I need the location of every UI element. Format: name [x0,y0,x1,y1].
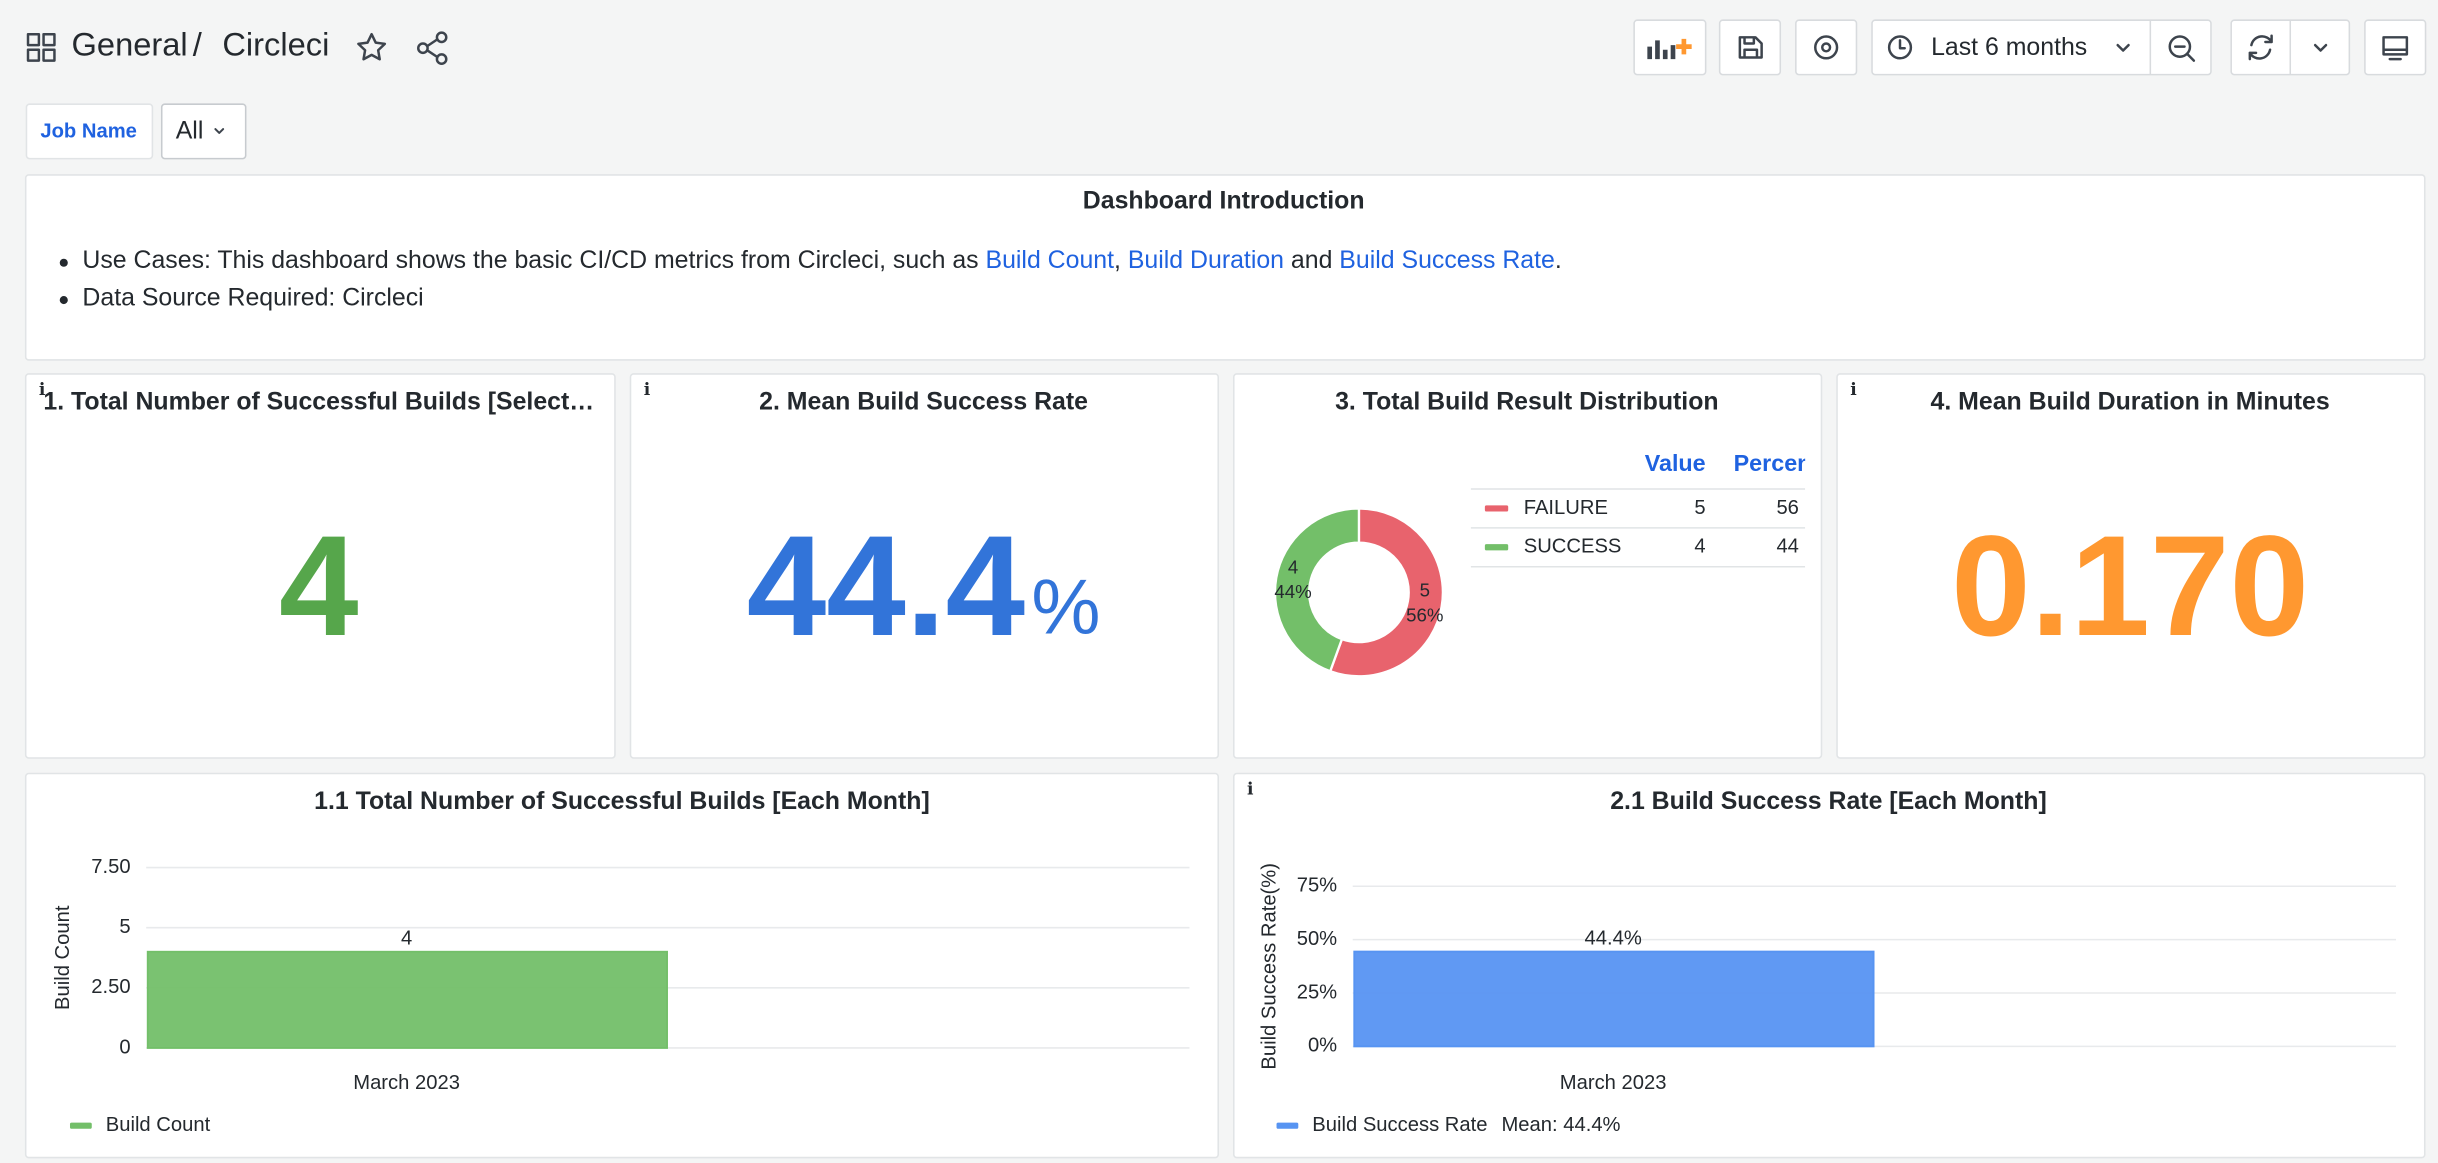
intro-text: , [1114,246,1128,274]
legend-swatch [1484,544,1509,551]
bar [1353,950,1875,1048]
bullet [59,258,68,267]
legend-percent: 56 [1776,497,1798,519]
slice-value: 5 [1420,579,1430,600]
legend-swatch [1484,505,1509,512]
legend-value: 5 [1694,497,1705,519]
panel-title: 2. Mean Build Success Rate [759,387,1088,415]
stat-number: 0.170 [1951,507,2309,666]
variable-label: Job Name [40,121,137,143]
slice-percent: 44% [1274,581,1311,602]
y-tick-label: 25% [1297,981,1337,1003]
column-header: Value [1645,450,1706,476]
tv-icon [2382,36,2409,61]
intro-text: . [1555,246,1562,274]
intro-link[interactable]: Build Count [986,246,1115,274]
zoom-out-icon[interactable] [2168,35,2196,62]
panel-title: 1.1 Total Number of Successful Builds [E… [314,787,930,815]
panel [24,174,2426,361]
intro-text: Data Source Required: Circleci [82,283,423,311]
legend-percent: 44 [1776,536,1798,558]
stat-value: 4 [279,507,359,666]
breadcrumb-dashboard: Circleci [222,25,329,62]
save-button[interactable] [1718,19,1782,76]
panel-title: 2.1 Build Success Rate [Each Month] [1610,787,2047,815]
value-label: 44.4% [1584,927,1641,949]
settings-button[interactable] [1795,19,1858,76]
y-tick-label: 5 [119,916,130,938]
add-panel-button[interactable] [1633,19,1707,76]
y-tick-label: 0% [1308,1035,1337,1057]
variable-label-box [25,103,154,160]
legend-name[interactable]: Build Count [106,1114,211,1136]
column-header: Percent [1734,450,1820,476]
intro-text: Use Cases: This dashboard shows the basi… [82,246,985,274]
panel-title: 4. Mean Build Duration in Minutes [1931,387,2330,415]
y-axis-label: Build Success Rate(%) [1259,863,1281,1070]
y-tick-label: 50% [1297,928,1337,950]
info-icon[interactable]: i [1247,779,1254,799]
y-tick-label: 0 [119,1036,130,1058]
save-icon [1738,36,1763,59]
refresh-icon [2248,34,2273,61]
info-icon[interactable]: i [1850,380,1857,400]
pie-slice [1328,507,1444,678]
legend-name: FAILURE [1524,497,1608,519]
stat-unit: % [1031,564,1100,650]
chevron [214,128,225,134]
y-axis-label: Build Count [52,905,74,1010]
intro-link[interactable]: Build Success Rate [1339,246,1555,274]
variable-value[interactable]: All [176,117,204,145]
tv-mode-button[interactable] [2364,19,2427,76]
intro-item: Use Cases: This dashboard shows the basi… [82,246,1561,274]
breadcrumb-folder[interactable]: General [72,25,188,62]
panel-title: 1. Total Number of Successful Builds [Se… [43,387,594,415]
pie-slice [1273,507,1361,673]
y-tick-label: 2.50 [91,976,130,998]
value-label: 4 [401,928,412,950]
time-picker[interactable] [1871,19,2212,76]
chevron[interactable] [2313,43,2328,52]
apps-icon[interactable] [26,32,56,62]
panel-title: 3. Total Build Result Distribution [1335,387,1718,415]
share-icon[interactable] [417,31,448,65]
bullet [59,296,68,305]
x-tick-label: March 2023 [1560,1072,1667,1094]
clock-icon [1887,35,1913,60]
add-panel-icon [1647,38,1692,60]
slice-percent: 56% [1406,604,1443,625]
panel-title: Dashboard Introduction [1083,187,1365,215]
settings-icon [1814,35,1839,60]
x-tick-label: March 2023 [353,1072,460,1094]
stat-number: 4 [279,507,359,666]
intro-text: and [1284,246,1339,274]
panel [24,373,616,759]
legend-value: 4 [1694,536,1705,558]
stat-value: 0.170 [1951,507,2309,666]
legend-name[interactable]: Build Success Rate [1312,1114,1487,1136]
legend-swatch [69,1122,92,1129]
star-icon[interactable] [357,32,387,61]
info-icon[interactable]: i [644,380,651,400]
legend-calc: Mean: 44.4% [1501,1114,1620,1136]
y-tick-label: 7.50 [91,856,130,878]
variable-select[interactable] [160,103,247,160]
legend-name: SUCCESS [1524,536,1622,558]
bar [146,950,668,1049]
legend-swatch [1276,1122,1299,1129]
chevron [2116,43,2130,52]
stat-number: 44.4 [747,507,1025,666]
intro-item: Data Source Required: Circleci [82,283,423,311]
breadcrumb-separator: / [193,25,203,62]
panel [629,373,1219,759]
stat-value: 44.4% [747,507,1101,666]
panel [1836,373,2426,759]
y-tick-label: 75% [1297,875,1337,897]
slice-value: 4 [1288,556,1298,577]
info-icon[interactable]: i [39,380,46,400]
time-range[interactable]: Last 6 months [1931,33,2087,61]
intro-link[interactable]: Build Duration [1128,246,1284,274]
